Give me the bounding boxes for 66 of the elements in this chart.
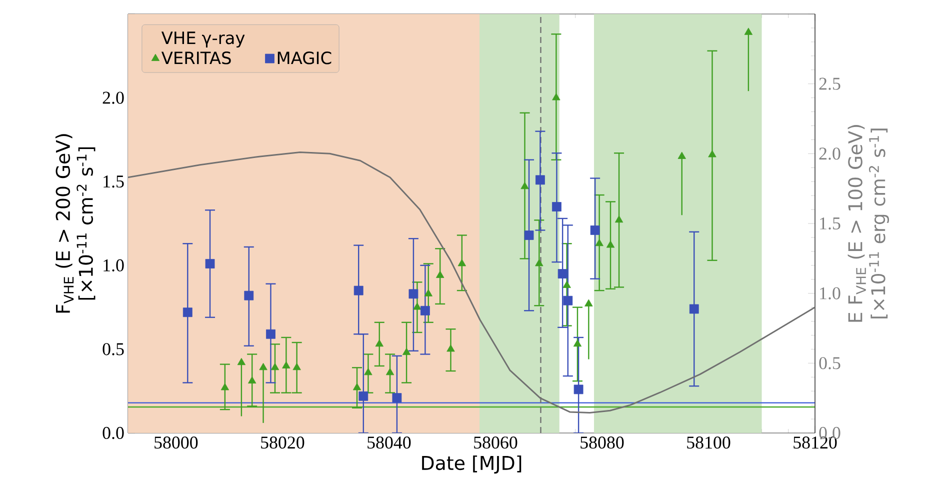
point	[552, 202, 562, 212]
point	[182, 308, 192, 318]
point	[237, 358, 246, 366]
point	[244, 290, 254, 300]
x-tick-label: 58000	[154, 436, 198, 449]
point	[520, 182, 529, 190]
point	[584, 299, 593, 306]
point	[282, 361, 290, 368]
point	[678, 152, 686, 159]
point	[708, 150, 716, 158]
point	[259, 362, 268, 370]
point	[446, 344, 455, 352]
point	[595, 238, 604, 246]
point	[408, 289, 418, 299]
point	[266, 329, 276, 339]
point	[358, 391, 368, 401]
x-tick-label: 58060	[474, 436, 518, 449]
x-tick-label: 58020	[261, 436, 304, 449]
point	[354, 286, 364, 296]
point	[424, 289, 432, 296]
legend-label: VERITAS	[161, 51, 231, 64]
point	[535, 259, 544, 266]
point	[573, 339, 582, 347]
y-tick-label: 0.0	[102, 426, 124, 440]
x-tick-label: 58100	[687, 436, 730, 449]
legend-label: MAGIC	[278, 51, 332, 64]
point	[205, 259, 215, 268]
point	[614, 215, 624, 223]
point	[270, 362, 280, 370]
point	[386, 368, 394, 376]
point	[689, 304, 699, 314]
y2-tick-label: 0.5	[819, 357, 840, 370]
point	[558, 269, 568, 278]
x-axis-title: Date [MJD]	[422, 455, 522, 474]
point	[375, 339, 384, 347]
point	[563, 296, 573, 306]
point	[292, 362, 301, 370]
y2-tick-label: 1.5	[820, 217, 840, 230]
point	[536, 175, 545, 185]
point	[220, 383, 230, 390]
point	[392, 393, 402, 402]
point	[562, 280, 571, 288]
y-tick-label: 2.0	[102, 92, 124, 104]
y2-tick-label: 1.0	[820, 287, 840, 300]
legend-title: VHE γ-ray	[161, 32, 245, 48]
y2-tick-label: 2.0	[819, 148, 840, 160]
point	[590, 226, 600, 235]
x-tick-label: 58080	[580, 436, 624, 449]
y2-tick-label: 2.5	[819, 78, 840, 90]
point	[248, 376, 256, 384]
y-tick-label: 1.5	[104, 176, 124, 188]
point	[420, 306, 430, 316]
point	[364, 368, 372, 376]
point	[436, 270, 444, 278]
point	[524, 230, 534, 240]
point	[413, 302, 422, 310]
point	[458, 259, 466, 266]
point	[552, 93, 560, 100]
point	[352, 383, 362, 390]
y-tick-label: 1.0	[104, 259, 124, 272]
y-tick-label: 0.5	[102, 343, 124, 356]
point	[574, 384, 584, 394]
x-tick-label: 58040	[368, 436, 411, 449]
point	[402, 348, 411, 355]
point	[606, 240, 615, 248]
point	[744, 28, 753, 35]
